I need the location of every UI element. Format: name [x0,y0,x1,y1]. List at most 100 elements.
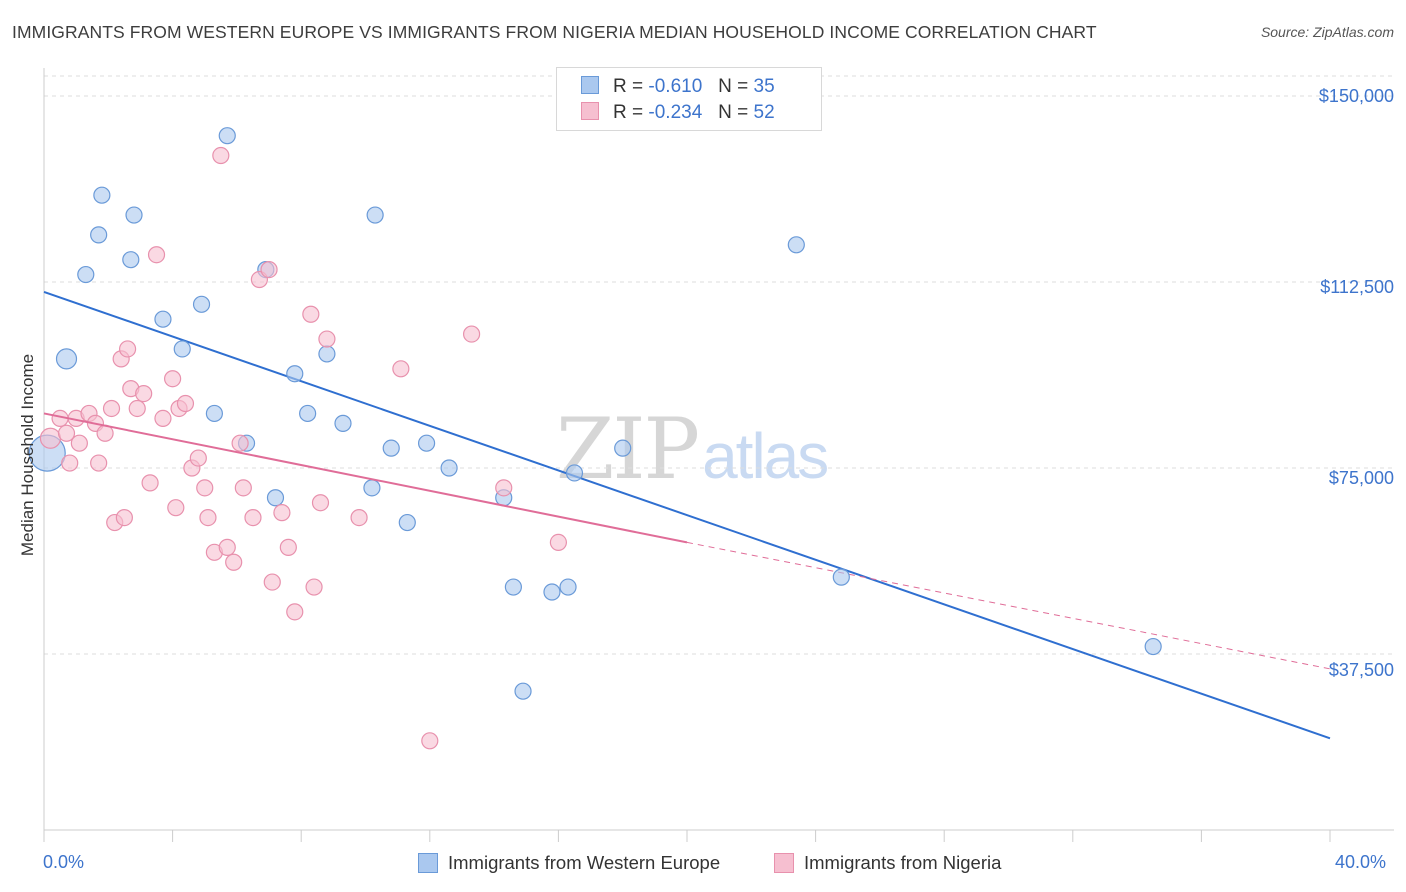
point-nigeria [495,479,513,497]
r-label: R = [613,102,644,123]
point-western-europe [559,578,577,596]
x-tick-label: 0.0% [43,852,85,872]
grid-lines [44,75,1394,655]
point-western-europe [154,310,172,328]
point-nigeria [225,553,243,571]
point-nigeria [318,330,336,348]
point-nigeria [305,578,323,596]
point-nigeria [199,508,217,527]
point-western-europe [205,404,223,423]
point-nigeria [128,399,146,418]
point-western-europe [363,479,381,497]
point-nigeria [115,508,133,527]
trend-line-western-europe [43,290,1331,740]
y-tick-label: $37,500 [1328,660,1394,680]
y-axis-label: Median Household Income [18,353,37,557]
point-nigeria [154,409,172,427]
point-nigeria [549,533,568,552]
point-western-europe [1144,637,1162,656]
point-nigeria [286,603,304,621]
legend-item-nigeria: Immigrants from Nigeria [774,852,1001,876]
point-nigeria [234,479,252,497]
source-label: Source: ZipAtlas.com [1260,24,1394,40]
watermark: ZIPatlas [556,400,829,498]
point-western-europe [543,583,561,601]
point-nigeria [57,424,76,442]
point-nigeria [244,508,262,527]
point-western-europe [218,127,236,145]
point-western-europe [514,682,532,700]
point-nigeria [273,504,291,522]
data-points [28,127,1162,750]
point-western-europe [125,206,143,224]
point-nigeria [462,325,481,343]
point-nigeria [231,434,249,452]
point-nigeria [176,394,195,413]
watermark-atlas: atlas [702,420,829,492]
legend-row-western-europe: R = -0.610 N = 35 [581,76,775,100]
point-nigeria [189,449,207,467]
legend-row-nigeria: R = -0.234 N = 52 [581,102,775,126]
point-nigeria [421,732,439,750]
point-western-europe [318,345,336,363]
point-western-europe [93,186,111,204]
point-nigeria [147,246,166,264]
point-western-europe [90,226,108,244]
point-western-europe [173,340,191,358]
blue-swatch [418,853,438,873]
point-western-europe [77,265,95,284]
n-label: N = [718,76,749,97]
pink-swatch [774,853,794,873]
point-western-europe [417,434,436,452]
legend-label: Immigrants from Western Europe [448,852,721,873]
point-nigeria [196,479,214,497]
point-nigeria [218,538,236,556]
point-western-europe [299,404,317,423]
point-western-europe [382,439,400,457]
y-tick-label: $75,000 [1328,468,1394,488]
point-western-europe [504,578,522,596]
point-nigeria [39,427,62,449]
point-western-europe [832,568,850,586]
point-nigeria [302,305,320,323]
y-tick-label: $150,000 [1318,86,1394,106]
point-western-europe [398,513,416,532]
n-value: 35 [753,76,775,97]
point-nigeria [90,454,108,472]
point-nigeria [263,573,281,591]
point-nigeria [260,261,278,279]
r-value: -0.610 [648,76,703,97]
n-value: 52 [753,102,775,123]
point-nigeria [212,146,230,165]
pink-swatch [581,102,599,120]
point-western-europe [440,459,458,477]
point-nigeria [118,340,137,358]
point-nigeria [61,454,79,472]
trend-lines [43,290,1331,740]
correlation-legend: R = -0.610 N = 35 R = -0.234 N = 52 [556,67,822,131]
point-western-europe [192,295,211,313]
point-western-europe [286,365,304,383]
blue-swatch [581,76,599,94]
point-nigeria [167,499,185,517]
y-tick-label: $112,500 [1320,277,1394,297]
point-western-europe [55,348,78,370]
point-nigeria [70,434,88,452]
chart-title: IMMIGRANTS FROM WESTERN EUROPE VS IMMIGR… [12,22,1097,42]
legend-item-western-europe: Immigrants from Western Europe [418,852,720,876]
point-western-europe [334,414,352,432]
point-nigeria [311,494,330,512]
trend-line-nigeria [43,412,688,544]
legend-label: Immigrants from Nigeria [804,852,1002,873]
point-western-europe [366,206,384,224]
r-value: -0.234 [648,102,703,123]
point-nigeria [392,360,410,378]
point-nigeria [141,474,159,492]
point-western-europe [266,489,285,507]
point-nigeria [164,370,182,388]
trend-line-nigeria-extension [686,541,1331,670]
n-label: N = [718,102,749,123]
point-western-europe [565,464,584,482]
point-nigeria [135,385,153,403]
